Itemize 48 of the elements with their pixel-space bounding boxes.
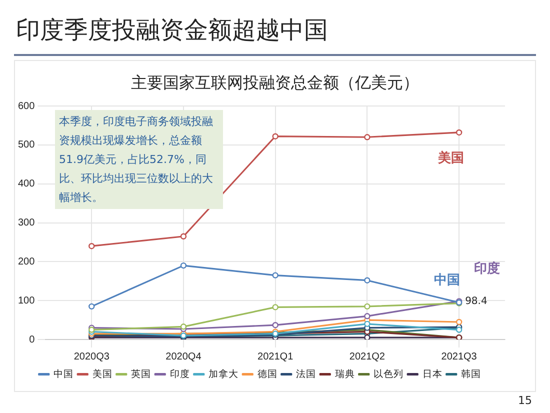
y-tick-label: 500 [18,140,36,151]
point [364,303,370,310]
legend-label: 法国 [296,368,316,380]
chart-subtitle: 主要国家互联网投融资总金额（亿美元） [130,73,420,94]
annotation: 本季度，印度电子商务领域投融资规模出现爆发增长，总金额51.9亿美元，占比52.7%，同比、环比均出现三位数以上的大幅增长。 [55,110,223,209]
point [456,318,462,326]
y-tick-label: 100 [18,295,36,306]
point [364,334,370,340]
x-tick-label: 2021Q3 [441,351,478,362]
annotation: 印度 [474,260,500,277]
point [364,277,370,284]
legend-label: 英国 [131,368,152,380]
legend-label: 美国 [92,368,112,380]
y-tick-label: 400 [18,178,36,190]
annotation: 中国 [434,272,460,288]
point [88,243,95,250]
chart-title: 印度季度投融资金额超越中国 [16,15,328,46]
x-tick-label: 2021Q2 [349,351,386,362]
point [88,303,95,310]
y-tick-label: 200 [18,256,36,268]
text: 15 [518,394,532,407]
point [364,320,370,328]
point [272,272,278,278]
legend-label: 加拿大 [208,368,239,380]
data-label: 98.4 [465,296,488,307]
legend-label: 以色列 [374,368,404,380]
y-tick-label: 300 [18,218,36,228]
legend-label: 印度 [170,368,190,380]
point [180,262,187,269]
point [364,313,370,320]
point [272,133,278,140]
annotation: 美国 [437,150,464,166]
legend-label: 瑞典 [334,368,355,380]
x-tick-label: 2021Q1 [258,351,294,362]
point [272,322,278,328]
legend-label: 中国 [54,368,74,380]
point [180,324,187,330]
x-tick-label: 2020Q4 [166,351,202,362]
x-tick-label: 2020Q3 [74,351,110,362]
point [272,304,278,310]
point [364,134,370,140]
legend-label: 德国 [257,368,278,380]
legend-label: 日本 [422,368,442,380]
point [456,129,462,136]
y-tick-label: 600 [18,100,36,112]
legend-label: 韩国 [461,368,482,380]
y-tick-label: 0 [29,334,36,346]
point [180,233,187,240]
